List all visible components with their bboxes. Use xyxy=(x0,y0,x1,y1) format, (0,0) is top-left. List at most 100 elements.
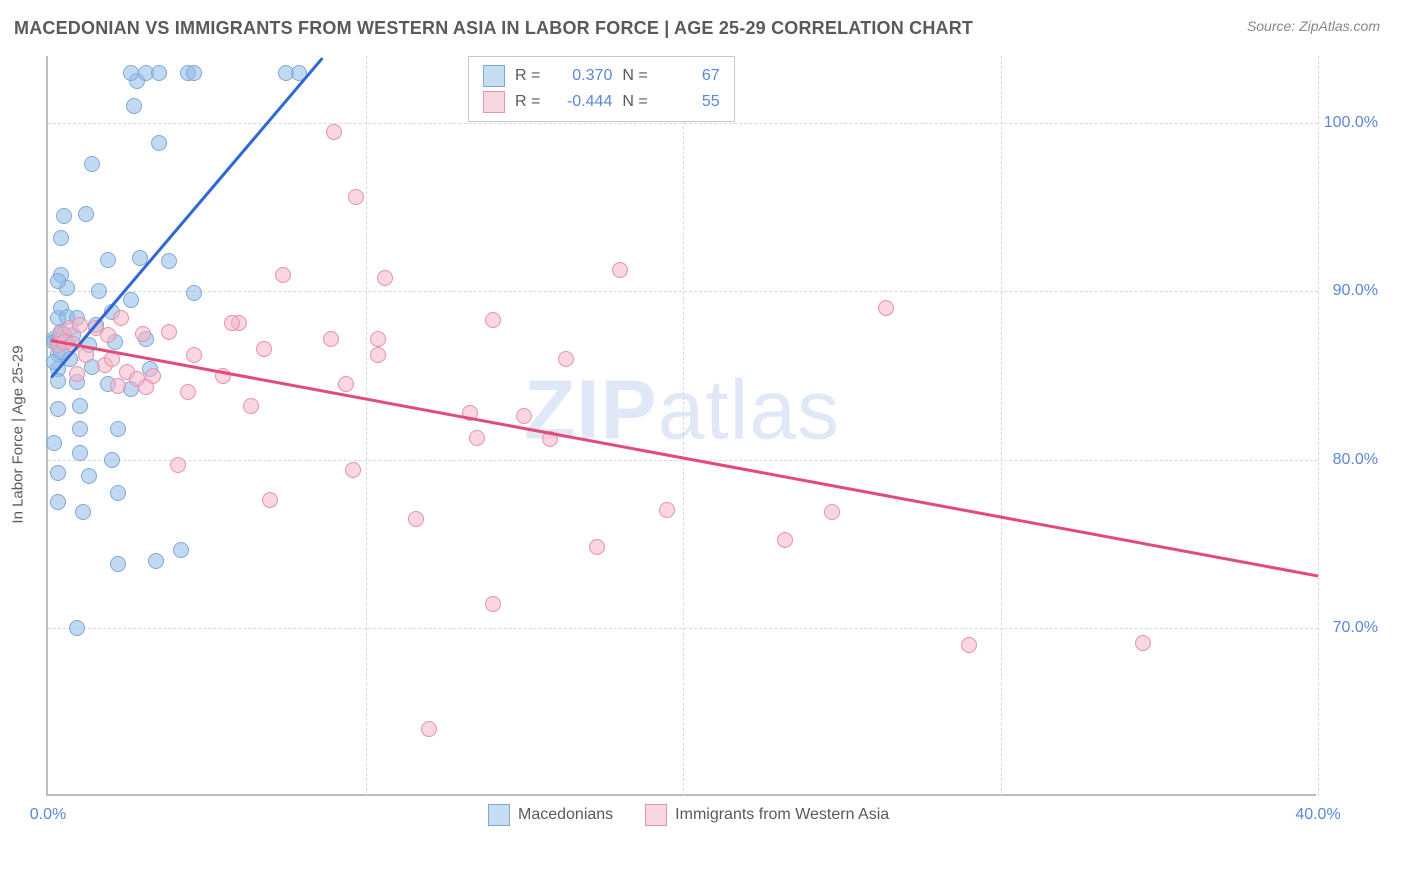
grid-line-v xyxy=(683,56,684,796)
scatter-point xyxy=(78,206,94,222)
scatter-point xyxy=(421,721,437,737)
scatter-point xyxy=(326,124,342,140)
scatter-point xyxy=(256,341,272,357)
scatter-point xyxy=(516,408,532,424)
y-tick-label: 80.0% xyxy=(1333,451,1378,469)
scatter-point xyxy=(110,378,126,394)
legend-swatch-bottom-1 xyxy=(645,804,667,826)
y-tick-label: 100.0% xyxy=(1324,114,1378,132)
scatter-point xyxy=(72,421,88,437)
scatter-point xyxy=(408,511,424,527)
plot-area: ZIPatlas 70.0%80.0%90.0%100.0%0.0%40.0% … xyxy=(46,56,1316,796)
series-legend: Macedonians Immigrants from Western Asia xyxy=(488,804,889,826)
scatter-point xyxy=(180,384,196,400)
scatter-point xyxy=(161,253,177,269)
legend-item-0: Macedonians xyxy=(488,804,613,826)
scatter-point xyxy=(113,310,129,326)
scatter-point xyxy=(377,270,393,286)
scatter-point xyxy=(110,556,126,572)
scatter-point xyxy=(485,596,501,612)
scatter-point xyxy=(186,285,202,301)
scatter-point xyxy=(243,398,259,414)
n-value-1: 55 xyxy=(658,93,720,111)
grid-line-v xyxy=(1318,56,1319,796)
chart-container: ZIPatlas 70.0%80.0%90.0%100.0%0.0%40.0% … xyxy=(46,56,1380,824)
y-tick-label: 90.0% xyxy=(1333,282,1378,300)
chart-header: MACEDONIAN VS IMMIGRANTS FROM WESTERN AS… xyxy=(0,0,1406,49)
scatter-point xyxy=(612,262,628,278)
scatter-point xyxy=(777,532,793,548)
scatter-point xyxy=(72,317,88,333)
legend-swatch-1 xyxy=(483,91,505,113)
legend-row-series-1: R = -0.444 N = 55 xyxy=(483,89,720,115)
source-prefix: Source: xyxy=(1247,18,1299,34)
scatter-point xyxy=(161,324,177,340)
scatter-point xyxy=(50,401,66,417)
scatter-point xyxy=(485,312,501,328)
scatter-point xyxy=(110,421,126,437)
scatter-point xyxy=(126,98,142,114)
scatter-point xyxy=(123,292,139,308)
scatter-point xyxy=(46,435,62,451)
legend-row-series-0: R = 0.370 N = 67 xyxy=(483,63,720,89)
watermark: ZIPatlas xyxy=(524,362,840,459)
scatter-point xyxy=(151,65,167,81)
scatter-point xyxy=(123,65,139,81)
grid-line-v xyxy=(1001,56,1002,796)
scatter-point xyxy=(91,283,107,299)
scatter-point xyxy=(100,252,116,268)
scatter-point xyxy=(878,300,894,316)
scatter-point xyxy=(348,189,364,205)
scatter-point xyxy=(151,135,167,151)
scatter-point xyxy=(961,637,977,653)
source-name: ZipAtlas.com xyxy=(1299,18,1380,34)
source-attribution: Source: ZipAtlas.com xyxy=(1247,18,1380,34)
y-tick-label: 70.0% xyxy=(1333,619,1378,637)
r-label: R = xyxy=(515,93,540,111)
r-label: R = xyxy=(515,67,540,85)
scatter-point xyxy=(186,347,202,363)
scatter-point xyxy=(469,430,485,446)
scatter-point xyxy=(345,462,361,478)
scatter-point xyxy=(1135,635,1151,651)
legend-item-1: Immigrants from Western Asia xyxy=(645,804,889,826)
scatter-point xyxy=(275,267,291,283)
scatter-point xyxy=(53,230,69,246)
scatter-point xyxy=(558,351,574,367)
scatter-point xyxy=(50,494,66,510)
scatter-point xyxy=(78,347,94,363)
scatter-point xyxy=(69,620,85,636)
scatter-point xyxy=(75,504,91,520)
scatter-point xyxy=(81,468,97,484)
scatter-point xyxy=(224,315,240,331)
n-value-0: 67 xyxy=(658,67,720,85)
series-name-0: Macedonians xyxy=(518,806,613,824)
scatter-point xyxy=(50,465,66,481)
y-axis-title: In Labor Force | Age 25-29 xyxy=(10,345,27,523)
trend-line xyxy=(51,339,1318,577)
n-label: N = xyxy=(622,93,647,111)
scatter-point xyxy=(370,347,386,363)
scatter-point xyxy=(262,492,278,508)
n-label: N = xyxy=(622,67,647,85)
scatter-point xyxy=(589,539,605,555)
watermark-light: atlas xyxy=(658,363,840,457)
grid-line-v xyxy=(366,56,367,796)
scatter-point xyxy=(104,452,120,468)
scatter-point xyxy=(135,326,151,342)
legend-swatch-bottom-0 xyxy=(488,804,510,826)
scatter-point xyxy=(170,457,186,473)
legend-swatch-0 xyxy=(483,65,505,87)
scatter-point xyxy=(110,485,126,501)
scatter-point xyxy=(370,331,386,347)
r-value-0: 0.370 xyxy=(550,67,612,85)
x-tick-label: 40.0% xyxy=(1295,806,1340,824)
scatter-point xyxy=(138,379,154,395)
scatter-point xyxy=(56,208,72,224)
correlation-legend: R = 0.370 N = 67 R = -0.444 N = 55 xyxy=(468,56,735,122)
scatter-point xyxy=(186,65,202,81)
scatter-point xyxy=(50,273,66,289)
scatter-point xyxy=(323,331,339,347)
scatter-point xyxy=(100,327,116,343)
scatter-point xyxy=(72,445,88,461)
